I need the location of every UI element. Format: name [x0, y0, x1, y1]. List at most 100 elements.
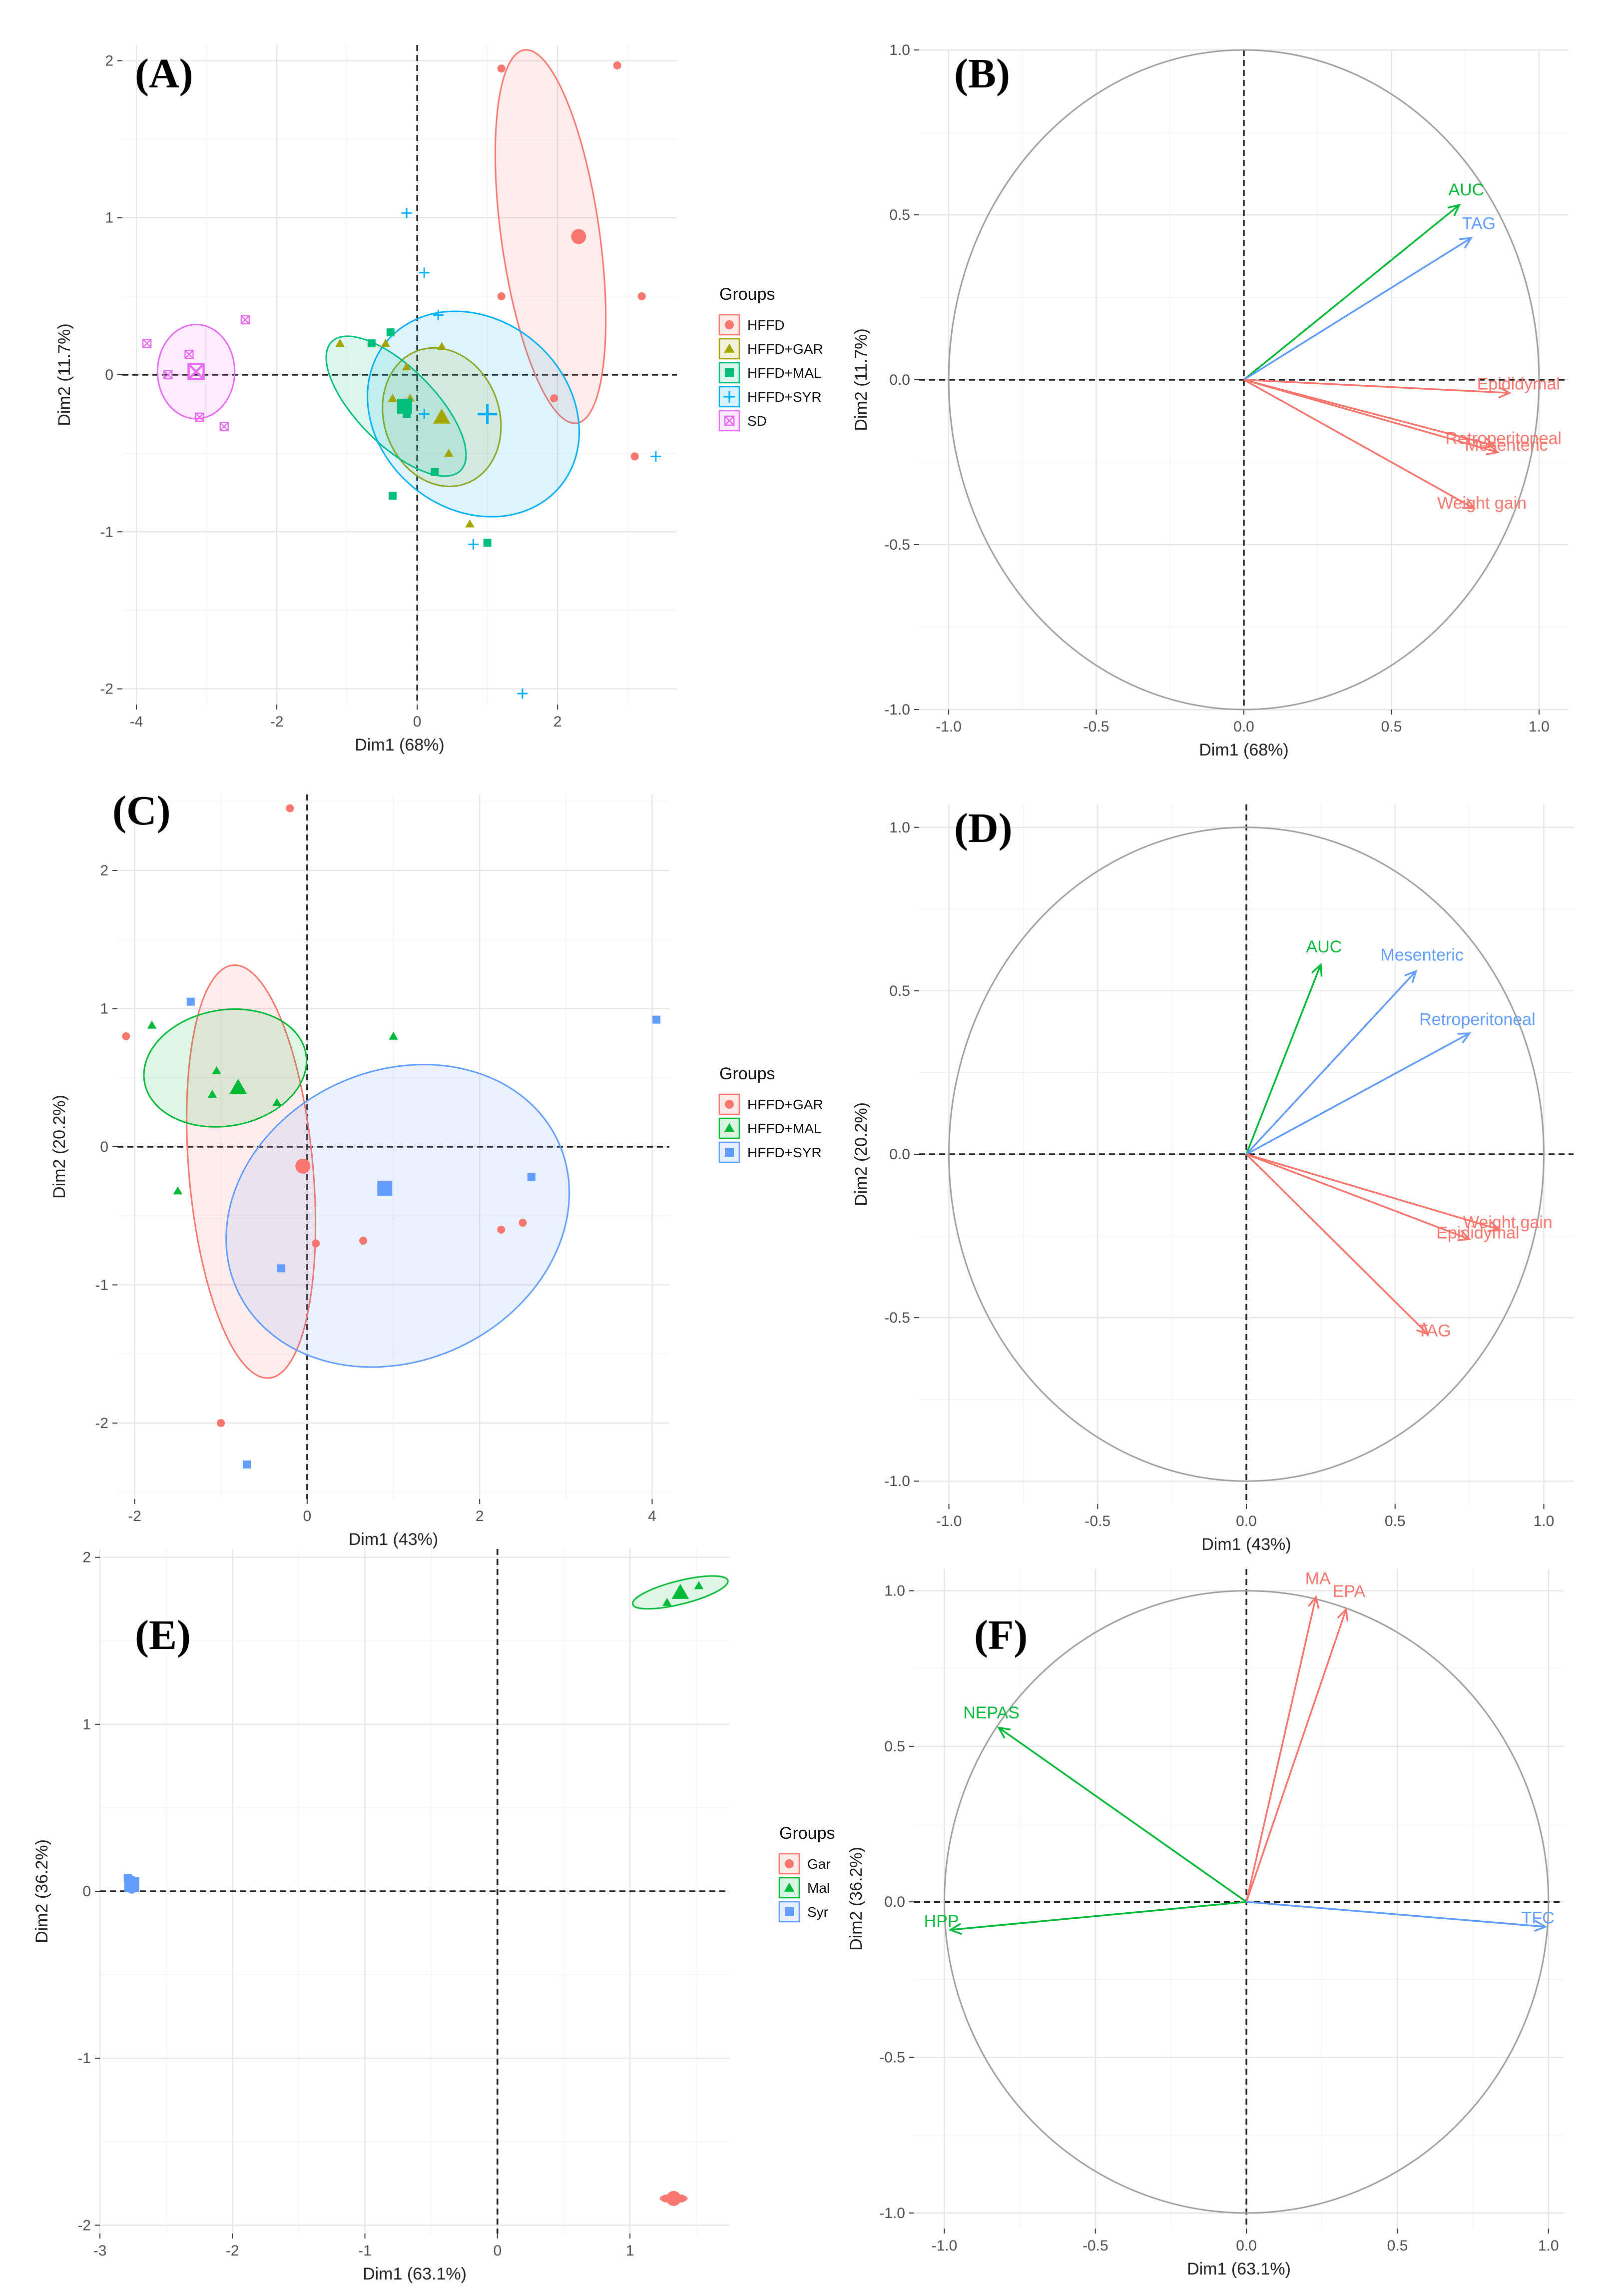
y-tick-label: 1 [100, 1001, 108, 1017]
data-point-hffd+gar [286, 804, 294, 812]
x-axis-title: Dim1 (63.1%) [363, 2265, 467, 2284]
data-point-hffd+gar [437, 342, 447, 350]
legend-label-hffd+mal: HFFD+MAL [747, 1121, 822, 1136]
y-axis-title: Dim2 (20.2%) [50, 1095, 69, 1199]
data-point-hffd+syr [401, 207, 412, 218]
x-tick-label: -0.5 [1083, 719, 1109, 735]
vector-arrow-hpp [950, 1901, 1247, 1931]
panel-5: -1.0 -0.5 0.0 0.5 1.0 -1.0 -0.5 0.0 0.5 1.0 Dim1 (… [847, 1569, 1564, 2279]
panel-3: -1.0 -0.5 0.0 0.5 1.0 -1.0 -0.5 0.0 0.5 1.0 Dim1 (… [852, 804, 1574, 1554]
y-tick-label: 0.0 [884, 1894, 905, 1910]
x-axis-title: Dim1 (43%) [349, 1530, 438, 1549]
data-point-hffd+syr [652, 1015, 661, 1024]
vector-arrow-mesenteric [1245, 970, 1417, 1155]
unit-circle [948, 826, 1545, 1482]
vector-arrowhead [1311, 962, 1323, 977]
vector-arrowhead [1416, 1322, 1430, 1336]
data-point-hffd [637, 292, 646, 300]
x-tick-label: -1 [358, 2243, 372, 2259]
panel-label: (E) [135, 1612, 191, 1658]
vector-label: HPP [924, 1912, 959, 1931]
x-axis-title: Dim1 (68%) [355, 736, 444, 755]
vector-arrow-tfc [1246, 1901, 1546, 1928]
y-tick-label: -0.5 [879, 2050, 905, 2066]
legend-symbol-sd [724, 415, 735, 426]
data-point-sd-box [219, 422, 229, 431]
vector-arrow-ma [1245, 1596, 1317, 1902]
confidence-ellipse-hffd+gar [186, 964, 317, 1379]
vector-arrowhead [1459, 237, 1473, 249]
data-point-sd-cross [163, 370, 173, 379]
legend-key-hffd [718, 314, 740, 336]
data-point-hffd+syr [277, 1264, 286, 1273]
legend-title: Groups [779, 1824, 835, 1843]
x-tick-label: 0.5 [1385, 1513, 1406, 1530]
confidence-ellipse-hffd+syr [225, 1064, 570, 1368]
x-tick-label: 4 [648, 1508, 656, 1525]
y-tick-label: 2 [105, 52, 113, 69]
y-tick-label: 0.0 [889, 1146, 910, 1163]
data-point-hffd+syr [650, 451, 661, 462]
vector-label: AUC [1448, 180, 1484, 199]
group-centroid-hffd+mal [229, 1078, 247, 1094]
x-tick-label: 0.0 [1236, 2238, 1257, 2254]
group-centroid-gar [666, 2191, 681, 2206]
y-tick-label: 0 [100, 1139, 108, 1155]
unit-circle [948, 49, 1540, 711]
x-tick-label: -0.5 [1084, 1513, 1110, 1530]
y-tick-label: 1 [82, 1716, 91, 1733]
legend-label-syr: Syr [807, 1904, 828, 1920]
x-tick-label: -2 [128, 1508, 141, 1525]
x-tick-label: 0.5 [1387, 2238, 1408, 2254]
group-centroid-hffd+mal [397, 398, 412, 414]
data-point-hffd+syr [433, 310, 444, 320]
legend-symbol-hffd+mal [724, 1123, 735, 1132]
data-point-hffd+gar [497, 1225, 506, 1234]
vector-arrow-retroperitoneal [1243, 379, 1495, 447]
x-tick-label: 2 [476, 1508, 484, 1525]
group-centroid-sd [187, 363, 205, 380]
legend-label-gar: Gar [807, 1856, 831, 1872]
data-point-hffd+syr [242, 1460, 251, 1469]
panel-2: -2 0 2 4 -2 -1 0 1 2 Dim1 (43%) Dim2 (20.2%) Groups… [50, 787, 823, 1549]
vector-arrowhead [997, 1726, 1011, 1739]
legend-symbol-hffd [725, 320, 734, 329]
legend-symbol-hffd+syr [723, 391, 735, 403]
data-point-sd-cross [219, 422, 229, 431]
x-tick-label: -1.0 [936, 1513, 962, 1530]
panel-0: -4 -2 0 2 -2 -1 0 1 2 Dim1 (68%) Dim2 (11.7%) Group… [55, 45, 823, 755]
vector-arrowhead [1534, 1920, 1548, 1932]
legend-title: Groups [719, 1064, 775, 1083]
y-tick-label: 1.0 [889, 819, 910, 836]
y-tick-label: -0.5 [884, 1310, 910, 1326]
data-point-sd-box [142, 338, 152, 348]
data-point-hffd+gar [519, 1219, 527, 1227]
vector-arrow-tag [1243, 237, 1472, 381]
data-point-sd-cross [241, 315, 250, 324]
vector-label: NEPAS [963, 1703, 1020, 1722]
data-point-sd-cross [195, 413, 204, 422]
data-point-hffd+gar [335, 338, 345, 347]
data-point-sd [219, 422, 229, 431]
group-centroid-hffd+syr [478, 404, 498, 424]
vector-arrowhead [1483, 437, 1497, 449]
y-tick-label: 0.5 [889, 983, 910, 999]
x-tick-label: 0 [493, 2243, 502, 2259]
x-tick-label: -4 [130, 714, 143, 730]
data-point-sd-cross [142, 339, 152, 348]
data-point-hffd+mal [207, 1089, 217, 1098]
data-point-hffd+mal [272, 1098, 282, 1106]
x-tick-label: -2 [270, 714, 284, 730]
data-point-sd-box [184, 349, 194, 359]
x-axis-title: Dim1 (43%) [1201, 1535, 1291, 1554]
data-point-hffd+gar [381, 338, 391, 347]
data-point-mal [662, 1597, 672, 1606]
data-point-sd-box [240, 315, 250, 325]
x-tick-label: 1 [626, 2243, 634, 2259]
data-point-hffd [613, 61, 621, 69]
data-point-hffd+gar [465, 519, 475, 528]
vector-arrowhead [1462, 498, 1476, 510]
vector-arrowhead [1404, 969, 1418, 983]
x-tick-label: 0 [303, 1508, 312, 1525]
